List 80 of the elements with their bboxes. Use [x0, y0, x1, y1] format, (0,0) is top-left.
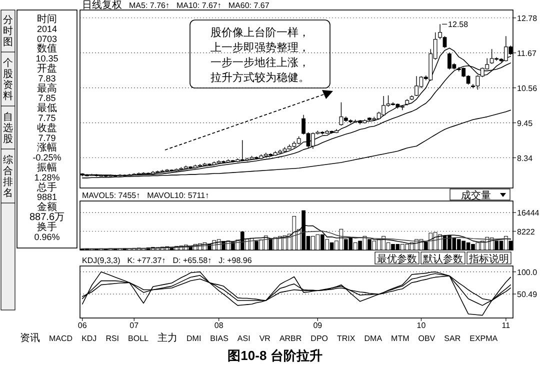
- text: 涨幅: [37, 142, 57, 154]
- text: 图10-8 台阶拉升: [228, 348, 322, 363]
- text: 最低: [37, 103, 57, 114]
- text: KDJ(9,3,3): [82, 256, 121, 265]
- text: BIAS: [210, 334, 228, 343]
- text: OBV: [418, 334, 436, 343]
- text: 个股资料: [3, 57, 13, 102]
- x-tick-label: 09: [313, 321, 323, 330]
- text: 9881: [36, 192, 58, 202]
- text: MTM: [391, 334, 410, 343]
- text: 7.75: [38, 113, 56, 123]
- annotation: 日线复权: [82, 0, 122, 11]
- text: 收盘: [37, 122, 57, 134]
- text: DMA: [364, 334, 383, 343]
- text: 开盘: [37, 62, 57, 74]
- text: 时间: [37, 13, 57, 25]
- annotation: 上一步即强势整理，: [210, 41, 310, 54]
- y-tick-label: 50.49: [517, 290, 538, 300]
- text: DPO: [310, 334, 328, 343]
- text: K: +77.37↑: [127, 256, 166, 265]
- text: J: +98.96: [218, 256, 252, 265]
- text: 振幅: [37, 162, 57, 174]
- text: 资讯: [20, 332, 40, 344]
- y-tick-label: 12.78: [517, 14, 538, 23]
- y-tick-label: 11.67: [517, 48, 537, 58]
- text: 887.6万: [29, 212, 65, 223]
- text: 最优参数: [377, 253, 417, 265]
- x-tick-label: 08: [214, 321, 224, 330]
- text: 指标说明: [468, 253, 509, 265]
- x-tick-label: 11: [502, 321, 511, 330]
- text: BOLL: [128, 334, 150, 343]
- text: MAVOL10: 5711↑: [147, 191, 210, 200]
- x-tick-label: 10: [416, 321, 426, 330]
- text: DMI: [186, 334, 202, 343]
- annotation: MA5: 7.76↑: [129, 1, 170, 10]
- y-tick-label: 100.0: [517, 268, 538, 277]
- y-tick-label: 16444: [517, 208, 540, 218]
- text: 2014: [36, 24, 58, 34]
- text: MACD: [49, 334, 73, 343]
- text: 总手: [36, 181, 57, 194]
- text: 换手: [37, 220, 57, 233]
- y-tick-label: 8.34: [517, 154, 534, 163]
- text: 1.28%: [34, 172, 60, 182]
- text: 最高: [37, 82, 57, 94]
- text: MAVOL5: 7455↑: [82, 191, 140, 200]
- text: 综合排名: [3, 154, 13, 199]
- text: 默认参数: [422, 253, 463, 265]
- text: 7.79: [38, 132, 56, 143]
- text: 主力: [158, 332, 178, 344]
- text: 自选股: [3, 111, 13, 145]
- text: 7.85: [38, 93, 56, 104]
- annotation: 拉升方式较为稳健。: [210, 71, 310, 84]
- text: 0703: [36, 34, 58, 44]
- annotation: MA60: 7.67: [228, 1, 270, 10]
- y-tick-label: 8222: [517, 227, 536, 236]
- text: TRIX: [337, 334, 356, 343]
- annotation: 12.58: [448, 20, 469, 30]
- annotation: 股价像上台阶一样，: [210, 26, 310, 39]
- text: 金额: [37, 201, 57, 214]
- text: -0.25%: [32, 152, 62, 163]
- text: ASI: [237, 334, 250, 343]
- text: KDJ: [82, 334, 97, 343]
- y-tick-label: 10.56: [517, 84, 538, 93]
- text: 7.83: [38, 73, 56, 84]
- text: ARBR: [279, 334, 302, 343]
- text: D: +65.58↑: [172, 256, 212, 265]
- text: 10.35: [36, 54, 58, 64]
- annotation: 成交量: [461, 190, 491, 202]
- x-tick-label: 07: [130, 321, 140, 330]
- text: 数值: [37, 44, 57, 55]
- text: SAR: [444, 334, 461, 343]
- x-tick-label: 06: [78, 321, 88, 330]
- annotation: MA10: 7.67↑: [176, 1, 222, 10]
- annotation: 一步一步地往上涨，: [210, 56, 310, 69]
- text: RSI: [106, 334, 120, 343]
- text: VR: [259, 334, 271, 343]
- text: 分时图: [3, 14, 13, 48]
- text: 0.96%: [34, 232, 60, 242]
- y-tick-label: 9.45: [517, 118, 534, 128]
- text: EXPMA: [470, 334, 498, 343]
